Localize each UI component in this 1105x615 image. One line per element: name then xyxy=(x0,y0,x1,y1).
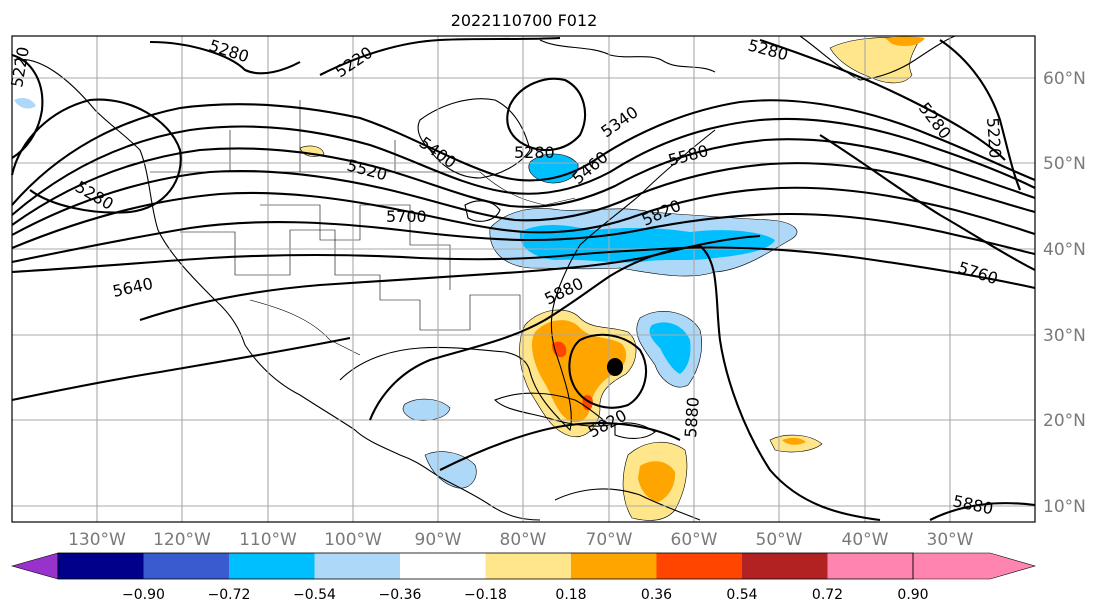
colorbar-extension-left xyxy=(10,552,59,580)
contour-5760-east xyxy=(819,134,1036,271)
contour-5220-east xyxy=(939,39,1021,191)
lon-label: 130°W xyxy=(68,530,126,550)
orange-area-atlantic-east xyxy=(782,437,806,445)
lon-label: 100°W xyxy=(324,530,382,550)
lat-label: 20°N xyxy=(1043,411,1086,431)
orange-area-greenland xyxy=(885,36,925,46)
contour-5880-ridge xyxy=(369,244,881,522)
contour-5400 xyxy=(11,99,1036,206)
colorbar-tick-label: −0.18 xyxy=(464,587,507,603)
contour-label: 5880 xyxy=(681,396,703,438)
colorbar-tick-label: 0.72 xyxy=(812,587,843,603)
colorbar-tick-label: 0.36 xyxy=(641,587,672,603)
colorbar-ticks: −0.90 −0.72 −0.54 −0.36 −0.18 0.18 0.36 … xyxy=(122,587,929,603)
lat-label: 30°N xyxy=(1043,326,1086,346)
contour-5280-north xyxy=(149,40,301,75)
colorbar-segment xyxy=(314,553,400,579)
colorbar-tick-label: −0.36 xyxy=(379,587,422,603)
storm-center-marker xyxy=(607,358,623,376)
contour-5640 xyxy=(11,186,1036,249)
orange-area-caribbean xyxy=(638,461,676,502)
coastline-hispaniola xyxy=(614,422,656,439)
lon-label: 120°W xyxy=(153,530,211,550)
lon-label: 90°W xyxy=(415,530,462,550)
height-contours xyxy=(10,36,1036,522)
contour-5880-carib xyxy=(439,422,681,471)
shaded-field xyxy=(14,36,925,521)
map-title: 2022110700 F012 xyxy=(451,11,598,30)
contour-5280-east xyxy=(759,39,1006,161)
lat-label: 10°N xyxy=(1043,497,1086,517)
contour-5820-florida-low xyxy=(568,333,648,409)
colorbar-segment xyxy=(827,553,913,579)
lat-label: 60°N xyxy=(1043,69,1086,89)
colorbar-segment xyxy=(656,553,742,579)
contour-5520 xyxy=(11,138,1036,226)
lon-label: 60°W xyxy=(671,530,718,550)
colorbar-tick-label: 0.54 xyxy=(726,587,757,603)
blue-area-quebec xyxy=(528,153,579,184)
contour-label: 5280 xyxy=(514,143,555,162)
coastline-south-america xyxy=(554,488,701,521)
colorbar-tick-label: 0.18 xyxy=(555,587,586,603)
coastline-arctic-islands xyxy=(539,39,716,73)
colorbar-segment xyxy=(229,553,315,579)
colorbar-segment xyxy=(742,553,828,579)
colorbar-tick-label: −0.54 xyxy=(293,587,336,603)
coastline-east xyxy=(529,129,716,432)
contour-label: 5700 xyxy=(386,207,427,226)
yellow-area-greenland xyxy=(829,37,921,84)
lon-label: 70°W xyxy=(586,530,633,550)
contour-5460 xyxy=(11,117,1036,216)
colorbar-segment xyxy=(58,553,144,579)
map-panel: 5280 5220 5220 5280 5280 5220 5280 5400 … xyxy=(7,35,1036,523)
colorbar-tick-label: −0.90 xyxy=(122,587,165,603)
contour-5280-quebec-low xyxy=(506,77,587,152)
lon-label: 40°W xyxy=(842,530,889,550)
colorbar-segment xyxy=(400,553,486,579)
contour-5580 xyxy=(11,162,1036,236)
light-blue-area-alaska xyxy=(14,98,36,109)
colorbar-segment xyxy=(143,553,229,579)
contour-5220-north xyxy=(319,36,561,76)
colorbar-frame xyxy=(57,552,914,580)
lon-label: 30°W xyxy=(927,530,974,550)
contour-label: 5220 xyxy=(983,117,1005,159)
contour-5700 xyxy=(11,212,1036,264)
colorbar-segment xyxy=(571,553,657,579)
lon-label: 50°W xyxy=(756,530,803,550)
lat-label: 50°N xyxy=(1043,154,1086,174)
contour-5880-east xyxy=(929,502,1036,521)
graticule xyxy=(12,36,1035,522)
contour-5760 xyxy=(11,246,1036,290)
colorbar-segment xyxy=(485,553,571,579)
coastline-greenland xyxy=(799,35,956,81)
colorbar-tick-label: −0.72 xyxy=(208,587,251,603)
coastline-gulf xyxy=(339,346,531,381)
lat-label: 40°N xyxy=(1043,240,1086,260)
contour-south-west xyxy=(11,336,351,402)
colorbar-tick-label: 0.90 xyxy=(897,587,928,603)
lon-labels: 130°W 120°W 110°W 100°W 90°W 80°W 70°W 6… xyxy=(68,530,974,550)
lat-labels: 60°N 50°N 40°N 30°N 20°N 10°N xyxy=(1043,69,1086,517)
lon-label: 80°W xyxy=(500,530,547,550)
map-frame xyxy=(11,35,1036,523)
borders xyxy=(150,100,576,356)
coastline-cuba xyxy=(494,392,612,427)
colorbar xyxy=(10,552,1037,580)
colorbar-extension-right xyxy=(912,552,1037,580)
coastline-great-lakes xyxy=(464,200,501,222)
lon-label: 110°W xyxy=(239,530,297,550)
contour-5280-low xyxy=(10,98,182,214)
